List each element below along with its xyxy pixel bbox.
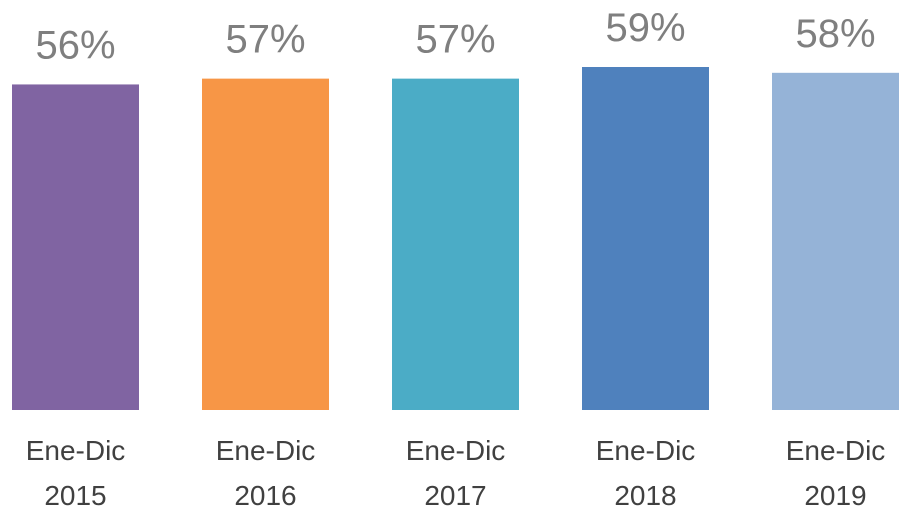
bar-4 <box>772 72 899 410</box>
category-label-line2-3: 2018 <box>614 480 676 509</box>
bars-group <box>12 67 899 411</box>
data-labels-group: 56% 57% 57% 59% 58% <box>35 6 875 67</box>
data-label-4: 58% <box>795 12 875 56</box>
category-label-line1-1: Ene-Dic <box>216 435 316 466</box>
bar-0 <box>12 84 139 411</box>
data-label-2: 57% <box>415 18 495 62</box>
category-label-line1-3: Ene-Dic <box>596 435 696 466</box>
data-label-1: 57% <box>225 18 305 62</box>
data-label-0: 56% <box>35 23 115 67</box>
category-label-line1-0: Ene-Dic <box>26 435 126 466</box>
bar-2 <box>392 78 519 410</box>
category-label-line1-2: Ene-Dic <box>406 435 506 466</box>
category-label-line2-0: 2015 <box>44 480 106 509</box>
data-label-3: 59% <box>605 6 685 50</box>
bar-1 <box>202 78 329 410</box>
category-label-line2-4: 2019 <box>804 480 866 509</box>
category-label-line2-2: 2017 <box>424 480 486 509</box>
category-labels-group: Ene-Dic 2015 Ene-Dic 2016 Ene-Dic 2017 Ene-Dic… <box>26 435 886 509</box>
category-label-line1-4: Ene-Dic <box>786 435 886 466</box>
category-label-line2-1: 2016 <box>234 480 296 509</box>
bar-3 <box>582 67 709 410</box>
